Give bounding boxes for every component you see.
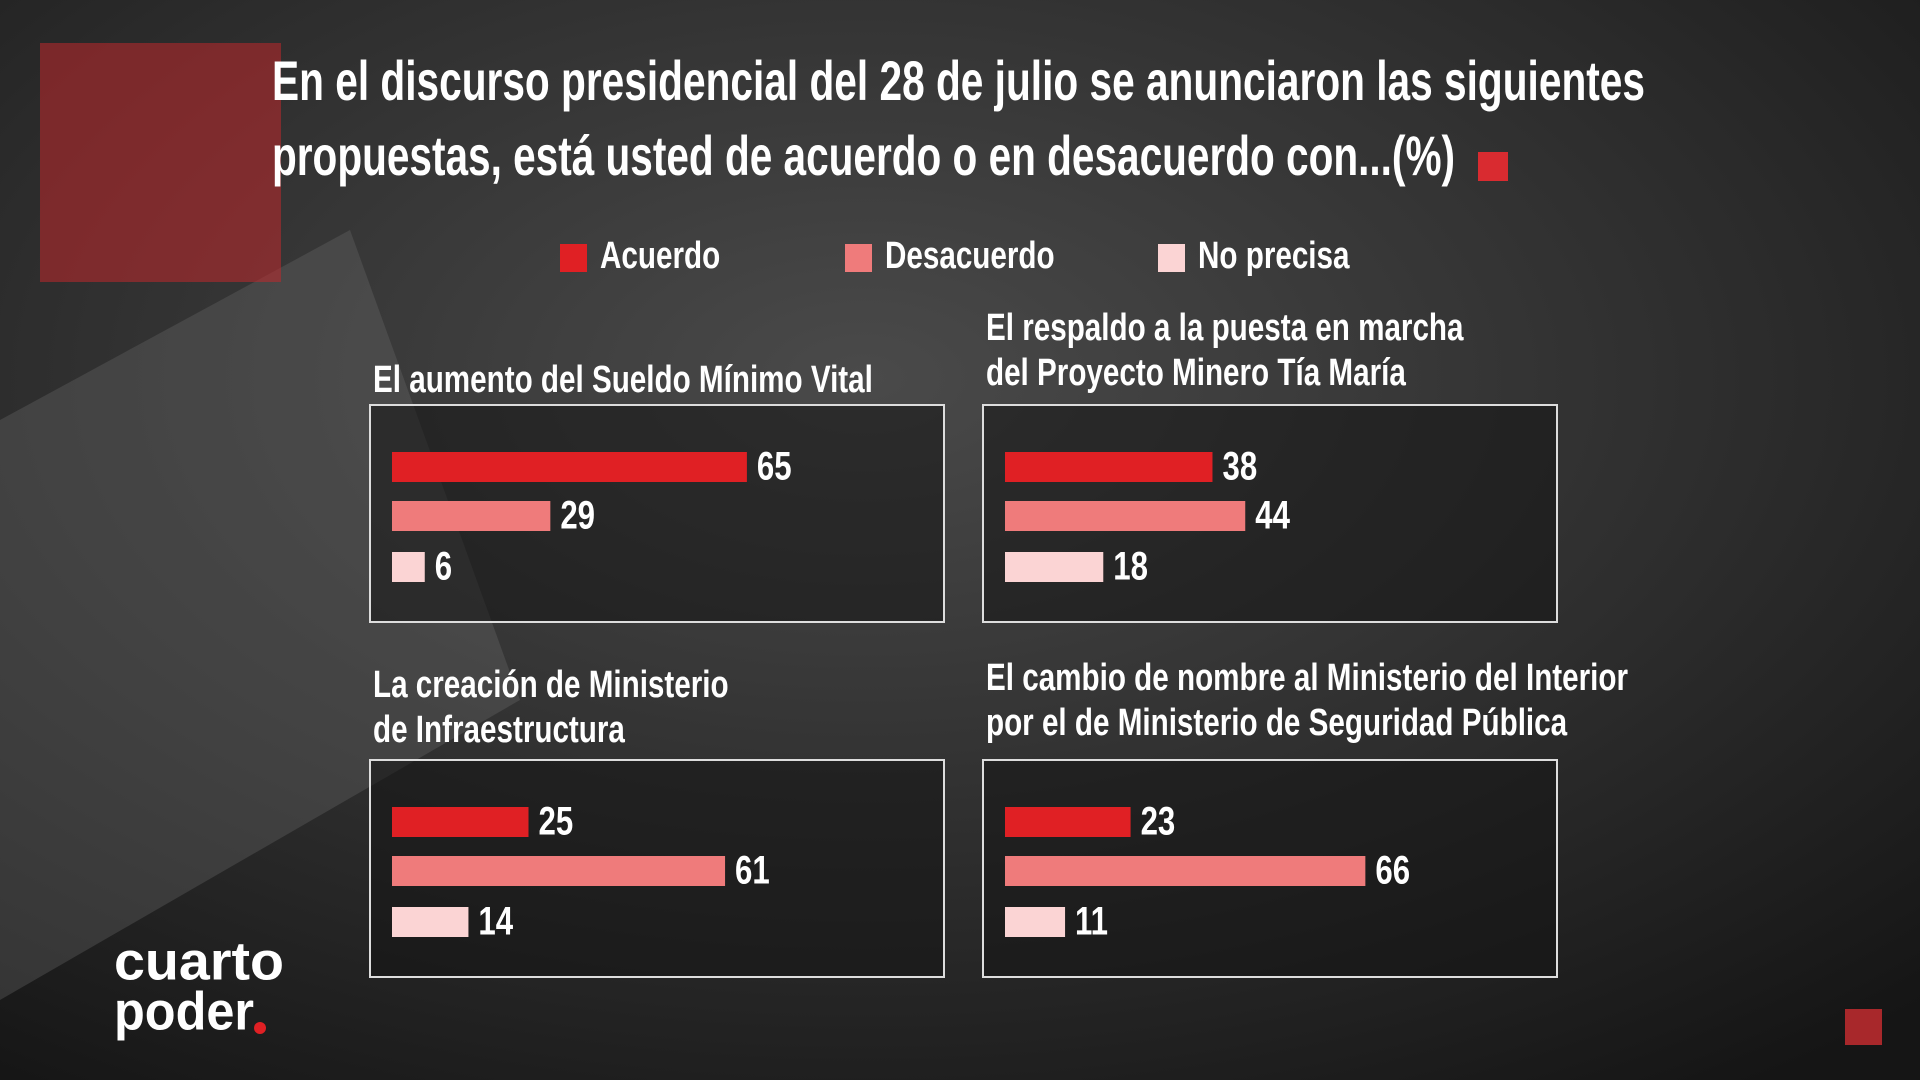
- value-label: 18: [1113, 544, 1148, 589]
- corner-square: [1845, 1009, 1882, 1045]
- bar: [392, 807, 529, 837]
- value-label: 6: [435, 544, 452, 589]
- logo-dot: [254, 1022, 266, 1034]
- bar: [392, 501, 551, 531]
- value-label: 66: [1375, 848, 1410, 893]
- title-line: propuestas, está usted de acuerdo o en d…: [272, 124, 1455, 187]
- bar: [1005, 907, 1066, 937]
- title-square: [1478, 152, 1508, 181]
- bar: [1005, 501, 1246, 531]
- panel-title: El respaldo a la puesta en marcha: [986, 307, 1464, 349]
- decor-square: [40, 43, 281, 282]
- title-line: En el discurso presidencial del 28 de ju…: [272, 49, 1645, 112]
- bar: [392, 452, 747, 482]
- bar: [392, 552, 425, 582]
- value-label: 61: [735, 848, 770, 893]
- bar: [1005, 856, 1366, 886]
- value-label: 65: [757, 444, 792, 489]
- panel-title: La creación de Ministerio: [373, 664, 729, 706]
- bar: [1005, 452, 1213, 482]
- panel-title: del Proyecto Minero Tía María: [986, 352, 1407, 394]
- legend-label: Desacuerdo: [885, 235, 1055, 277]
- legend-swatch: [845, 244, 872, 272]
- legend-swatch: [560, 244, 587, 272]
- logo-text: poder: [114, 981, 254, 1041]
- logo-text: cuarto: [114, 931, 284, 991]
- value-label: 29: [560, 493, 595, 538]
- panel-title: de Infraestructura: [373, 709, 626, 751]
- value-label: 23: [1141, 799, 1176, 844]
- bar: [392, 856, 726, 886]
- legend-swatch: [1158, 244, 1185, 272]
- bar: [1005, 807, 1131, 837]
- bar: [1005, 552, 1104, 582]
- value-label: 44: [1255, 493, 1290, 538]
- legend-label: No precisa: [1198, 235, 1350, 277]
- value-label: 14: [478, 899, 513, 944]
- bar: [392, 907, 469, 937]
- value-label: 25: [539, 799, 574, 844]
- panel-title: El cambio de nombre al Ministerio del In…: [986, 657, 1628, 699]
- panel-title: El aumento del Sueldo Mínimo Vital: [373, 359, 873, 401]
- value-label: 38: [1222, 444, 1257, 489]
- legend-label: Acuerdo: [600, 235, 720, 277]
- panel-title: por el de Ministerio de Seguridad Públic…: [986, 702, 1568, 744]
- value-label: 11: [1075, 899, 1108, 944]
